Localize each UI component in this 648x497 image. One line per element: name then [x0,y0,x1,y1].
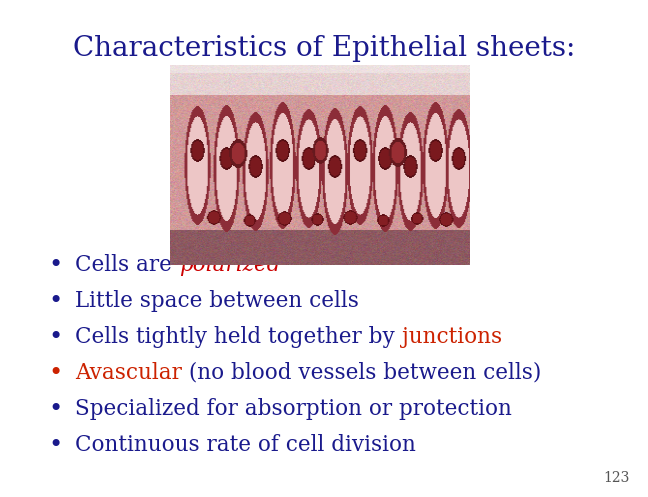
Text: •: • [48,433,62,457]
Text: junctions: junctions [402,326,502,348]
Text: Cells are: Cells are [75,254,179,276]
Text: 123: 123 [604,471,630,485]
Text: Characteristics of Epithelial sheets:: Characteristics of Epithelial sheets: [73,35,575,62]
Text: •: • [48,361,62,385]
Text: Continuous rate of cell division: Continuous rate of cell division [75,434,416,456]
Text: •: • [48,289,62,313]
Text: •: • [48,253,62,276]
Text: Avascular: Avascular [75,362,182,384]
Text: Specialized for absorption or protection: Specialized for absorption or protection [75,398,512,420]
Text: •: • [48,398,62,420]
Text: •: • [48,326,62,348]
Text: Cells tightly held together by: Cells tightly held together by [75,326,402,348]
Text: (no blood vessels between cells): (no blood vessels between cells) [182,362,541,384]
Text: Little space between cells: Little space between cells [75,290,359,312]
Text: polarized: polarized [179,254,280,276]
